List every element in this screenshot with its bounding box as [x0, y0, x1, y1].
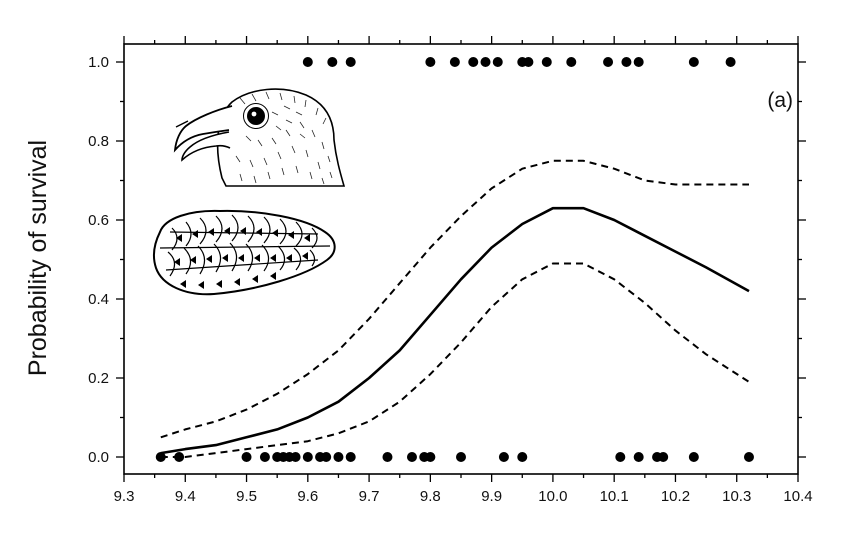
curves — [160, 159, 750, 458]
died-point — [155, 452, 166, 462]
survived-point — [603, 57, 614, 67]
x-tick-label: 10.2 — [661, 488, 690, 505]
data-points — [155, 57, 754, 462]
fitted-curve-line — [160, 206, 750, 455]
died-point — [743, 452, 754, 462]
x-tick-label: 10.0 — [538, 488, 567, 505]
survived-point — [621, 57, 632, 67]
died-point — [174, 452, 185, 462]
plot-frame — [116, 36, 806, 482]
x-tick-label: 9.9 — [481, 488, 502, 505]
survived-point — [492, 57, 503, 67]
died-point — [517, 452, 528, 462]
died-point — [259, 452, 270, 462]
y-tick-label: 1.0 — [88, 54, 109, 71]
panel-label: (a) — [767, 89, 793, 112]
survived-point — [541, 57, 552, 67]
y-tick-label: 0.8 — [88, 133, 109, 150]
confidence-limit-line — [160, 159, 749, 439]
x-tick-label: 10.4 — [783, 488, 812, 505]
x-tick-label: 9.7 — [359, 488, 380, 505]
died-point — [425, 452, 436, 462]
survived-point — [302, 57, 313, 67]
tick-labels: 9.3 9.4 9.5 9.6 9.7 9.8 9.9 10.0 10.1 10.2 10.3 10.… — [88, 54, 812, 505]
y-axis-label: Probability of survival — [24, 140, 52, 376]
x-tick-label: 10.1 — [600, 488, 629, 505]
illustrations — [152, 88, 346, 296]
died-point — [302, 452, 313, 462]
confidence-limit-line — [160, 262, 750, 458]
y-tick-label: 0.2 — [88, 370, 109, 387]
died-point — [658, 452, 669, 462]
y-tick-label: 0.0 — [88, 449, 109, 466]
died-point — [333, 452, 344, 462]
died-point — [321, 452, 332, 462]
survived-point — [633, 57, 644, 67]
survived-point — [480, 57, 491, 67]
died-point — [345, 452, 356, 462]
crossbill-head-illustration — [173, 88, 346, 187]
y-tick-label: 0.4 — [88, 291, 109, 308]
survived-point — [327, 57, 338, 67]
x-tick-label: 9.5 — [236, 488, 257, 505]
x-tick-label: 9.6 — [297, 488, 318, 505]
x-tick-label: 9.3 — [114, 488, 135, 505]
died-point — [456, 452, 466, 462]
pine-cone-illustration — [152, 209, 336, 296]
survived-point — [725, 57, 736, 67]
died-point — [615, 452, 626, 462]
survived-point — [688, 57, 699, 67]
x-tick-label: 9.4 — [175, 488, 196, 505]
survived-point — [468, 57, 479, 67]
died-point — [382, 452, 393, 462]
died-point — [633, 452, 644, 462]
survived-point — [345, 57, 356, 67]
x-tick-label: 10.3 — [722, 488, 751, 505]
survived-point — [523, 57, 534, 67]
survived-point — [566, 57, 577, 67]
died-point — [241, 452, 252, 462]
x-tick-label: 9.8 — [420, 488, 441, 505]
survived-point — [449, 57, 460, 67]
died-point — [498, 452, 509, 462]
y-tick-label: 0.6 — [88, 212, 109, 229]
died-point — [290, 452, 301, 462]
survived-point — [425, 57, 436, 67]
died-point — [406, 452, 417, 462]
died-point — [688, 452, 699, 462]
